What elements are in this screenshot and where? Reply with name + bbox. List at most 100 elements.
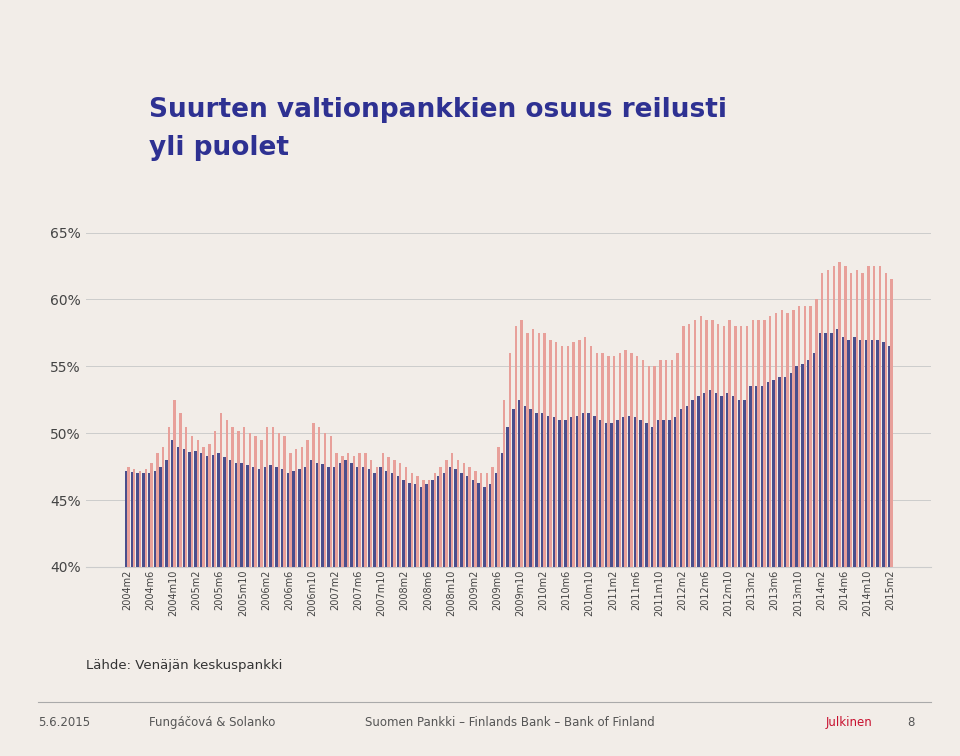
Bar xyxy=(703,393,706,756)
Bar xyxy=(737,400,740,756)
Bar xyxy=(362,466,364,756)
Bar xyxy=(159,466,162,756)
Bar xyxy=(411,473,413,756)
Bar xyxy=(203,447,204,756)
Bar xyxy=(790,373,792,756)
Bar xyxy=(668,420,671,756)
Bar xyxy=(651,426,654,756)
Bar xyxy=(804,306,806,756)
Bar xyxy=(356,466,358,756)
Bar xyxy=(327,466,329,756)
Bar xyxy=(763,320,766,756)
Bar xyxy=(428,480,430,756)
Bar xyxy=(683,327,684,756)
Bar xyxy=(636,355,638,756)
Bar xyxy=(148,473,151,756)
Bar xyxy=(506,426,509,756)
Bar xyxy=(341,456,344,756)
Bar xyxy=(228,460,231,756)
Bar xyxy=(832,266,835,756)
Bar xyxy=(711,320,713,756)
Bar xyxy=(489,484,492,756)
Bar xyxy=(483,487,486,756)
Bar xyxy=(541,414,543,756)
Bar xyxy=(434,473,436,756)
Bar xyxy=(628,416,630,756)
Bar xyxy=(819,333,821,756)
Bar xyxy=(399,463,401,756)
Bar xyxy=(497,447,499,756)
Bar xyxy=(131,472,133,756)
Bar xyxy=(312,423,315,756)
Bar xyxy=(185,426,187,756)
Bar xyxy=(287,473,289,756)
Bar xyxy=(766,383,769,756)
Bar xyxy=(792,310,795,756)
Bar xyxy=(234,463,237,756)
Bar xyxy=(564,420,566,756)
Bar xyxy=(802,364,804,756)
Bar xyxy=(468,466,470,756)
Bar xyxy=(451,454,453,756)
Bar xyxy=(335,454,338,756)
Bar xyxy=(605,423,607,756)
Bar xyxy=(595,353,598,756)
Bar xyxy=(848,339,850,756)
Bar xyxy=(882,342,884,756)
Bar xyxy=(293,471,295,756)
Bar xyxy=(171,440,174,756)
Bar xyxy=(142,473,145,756)
Bar xyxy=(500,454,503,756)
Text: Lähde: Venäjän keskuspankki: Lähde: Venäjän keskuspankki xyxy=(86,659,283,672)
Bar xyxy=(708,390,711,756)
Bar xyxy=(524,407,526,756)
Bar xyxy=(732,396,734,756)
Bar xyxy=(457,460,459,756)
Bar xyxy=(509,353,512,756)
Bar xyxy=(139,471,141,756)
Bar xyxy=(807,360,809,756)
Text: Fungáčová & Solanko: Fungáčová & Solanko xyxy=(149,716,276,729)
Bar xyxy=(530,409,532,756)
Bar xyxy=(616,420,618,756)
Bar xyxy=(740,327,742,756)
Bar xyxy=(755,386,757,756)
Bar xyxy=(310,460,312,756)
Bar xyxy=(352,456,355,756)
Bar xyxy=(217,454,220,756)
Bar xyxy=(873,266,876,756)
Bar xyxy=(200,454,203,756)
Bar xyxy=(322,464,324,756)
Bar xyxy=(515,327,517,756)
Bar xyxy=(532,329,535,756)
Bar xyxy=(165,460,168,756)
Bar xyxy=(757,320,759,756)
Bar xyxy=(520,320,523,756)
Bar xyxy=(276,466,277,756)
Bar xyxy=(417,476,419,756)
Bar xyxy=(706,320,708,756)
Bar xyxy=(760,386,763,756)
Bar xyxy=(486,473,488,756)
Bar xyxy=(414,484,417,756)
Bar xyxy=(749,386,752,756)
Bar xyxy=(188,452,191,756)
Bar xyxy=(830,333,832,756)
Bar xyxy=(254,436,257,756)
Bar xyxy=(402,480,405,756)
Bar xyxy=(373,473,375,756)
Bar xyxy=(289,454,292,756)
Bar xyxy=(859,339,861,756)
Bar xyxy=(769,315,772,756)
Bar xyxy=(593,416,595,756)
Bar xyxy=(836,329,838,756)
Bar xyxy=(249,433,252,756)
Bar xyxy=(717,324,719,756)
Bar xyxy=(660,360,661,756)
Bar xyxy=(316,463,318,756)
Bar xyxy=(151,463,153,756)
Bar xyxy=(264,466,266,756)
Bar xyxy=(388,457,390,756)
Bar xyxy=(553,417,555,756)
Bar xyxy=(566,346,569,756)
